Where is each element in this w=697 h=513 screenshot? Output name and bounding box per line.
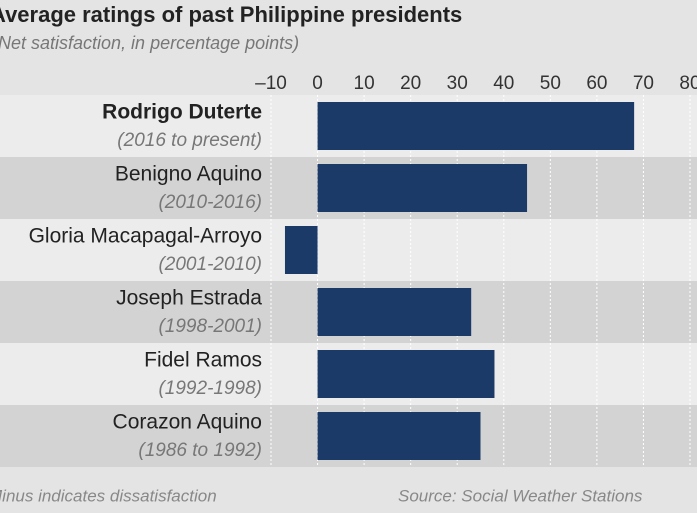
category-label: Benigno Aquino: [115, 163, 262, 186]
period-label: (1998-2001): [158, 316, 262, 337]
x-tick-label: 0: [312, 73, 323, 94]
chart-title: Average ratings of past Philippine presi…: [0, 2, 462, 27]
category-label: Gloria Macapagal-Arroyo: [29, 225, 262, 248]
period-label: (2016 to present): [117, 130, 262, 151]
bar: [317, 412, 481, 460]
x-tick-label: 50: [540, 73, 561, 94]
source: Source: Social Weather Stations: [398, 486, 643, 505]
period-label: (2001-2010): [158, 254, 262, 275]
bar: [284, 226, 318, 274]
x-tick-label: –10: [255, 73, 287, 94]
x-tick-label: 20: [400, 73, 421, 94]
period-label: (2010-2016): [158, 192, 262, 213]
category-label: Corazon Aquino: [113, 411, 262, 434]
chart-subtitle: (Net satisfaction, in percentage points): [0, 33, 299, 53]
category-label: Fidel Ramos: [144, 349, 262, 372]
note: Minus indicates dissatisfaction: [0, 486, 217, 505]
bar: [317, 288, 472, 336]
row-band: [0, 219, 697, 281]
x-tick-label: 30: [447, 73, 468, 94]
bar: [317, 350, 495, 398]
x-tick-label: 60: [586, 73, 607, 94]
x-tick-label: 10: [354, 73, 375, 94]
bar: [317, 102, 635, 150]
period-label: (1992-1998): [158, 378, 262, 399]
bar: [317, 164, 528, 212]
x-tick-label: 40: [493, 73, 514, 94]
period-label: (1986 to 1992): [138, 440, 262, 461]
category-label: Joseph Estrada: [116, 287, 262, 310]
x-tick-label: 70: [633, 73, 654, 94]
category-label: Rodrigo Duterte: [102, 101, 262, 124]
x-tick-label: 80: [679, 73, 697, 94]
